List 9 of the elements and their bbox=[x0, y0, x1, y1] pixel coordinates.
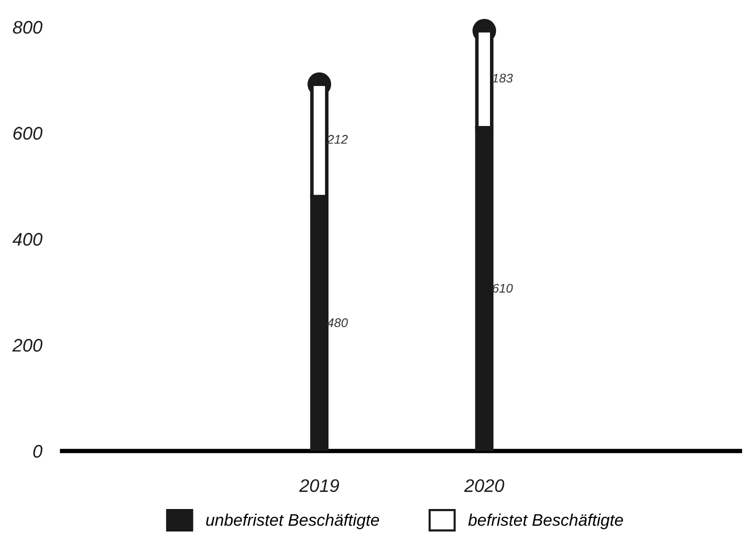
y-tick-label: 400 bbox=[12, 232, 42, 246]
y-tick-label: 800 bbox=[12, 20, 42, 34]
x-tick-label: 2020 bbox=[464, 479, 504, 492]
y-tick-label: 600 bbox=[13, 126, 42, 140]
x-tick-label: 2019 bbox=[299, 479, 340, 492]
y-tick-label: 200 bbox=[12, 338, 42, 352]
legend-label: befristet Beschäftigte bbox=[468, 514, 624, 530]
legend-label: unbefristet Beschäftigte bbox=[206, 514, 380, 530]
y-tick-label: 0 bbox=[33, 444, 42, 458]
